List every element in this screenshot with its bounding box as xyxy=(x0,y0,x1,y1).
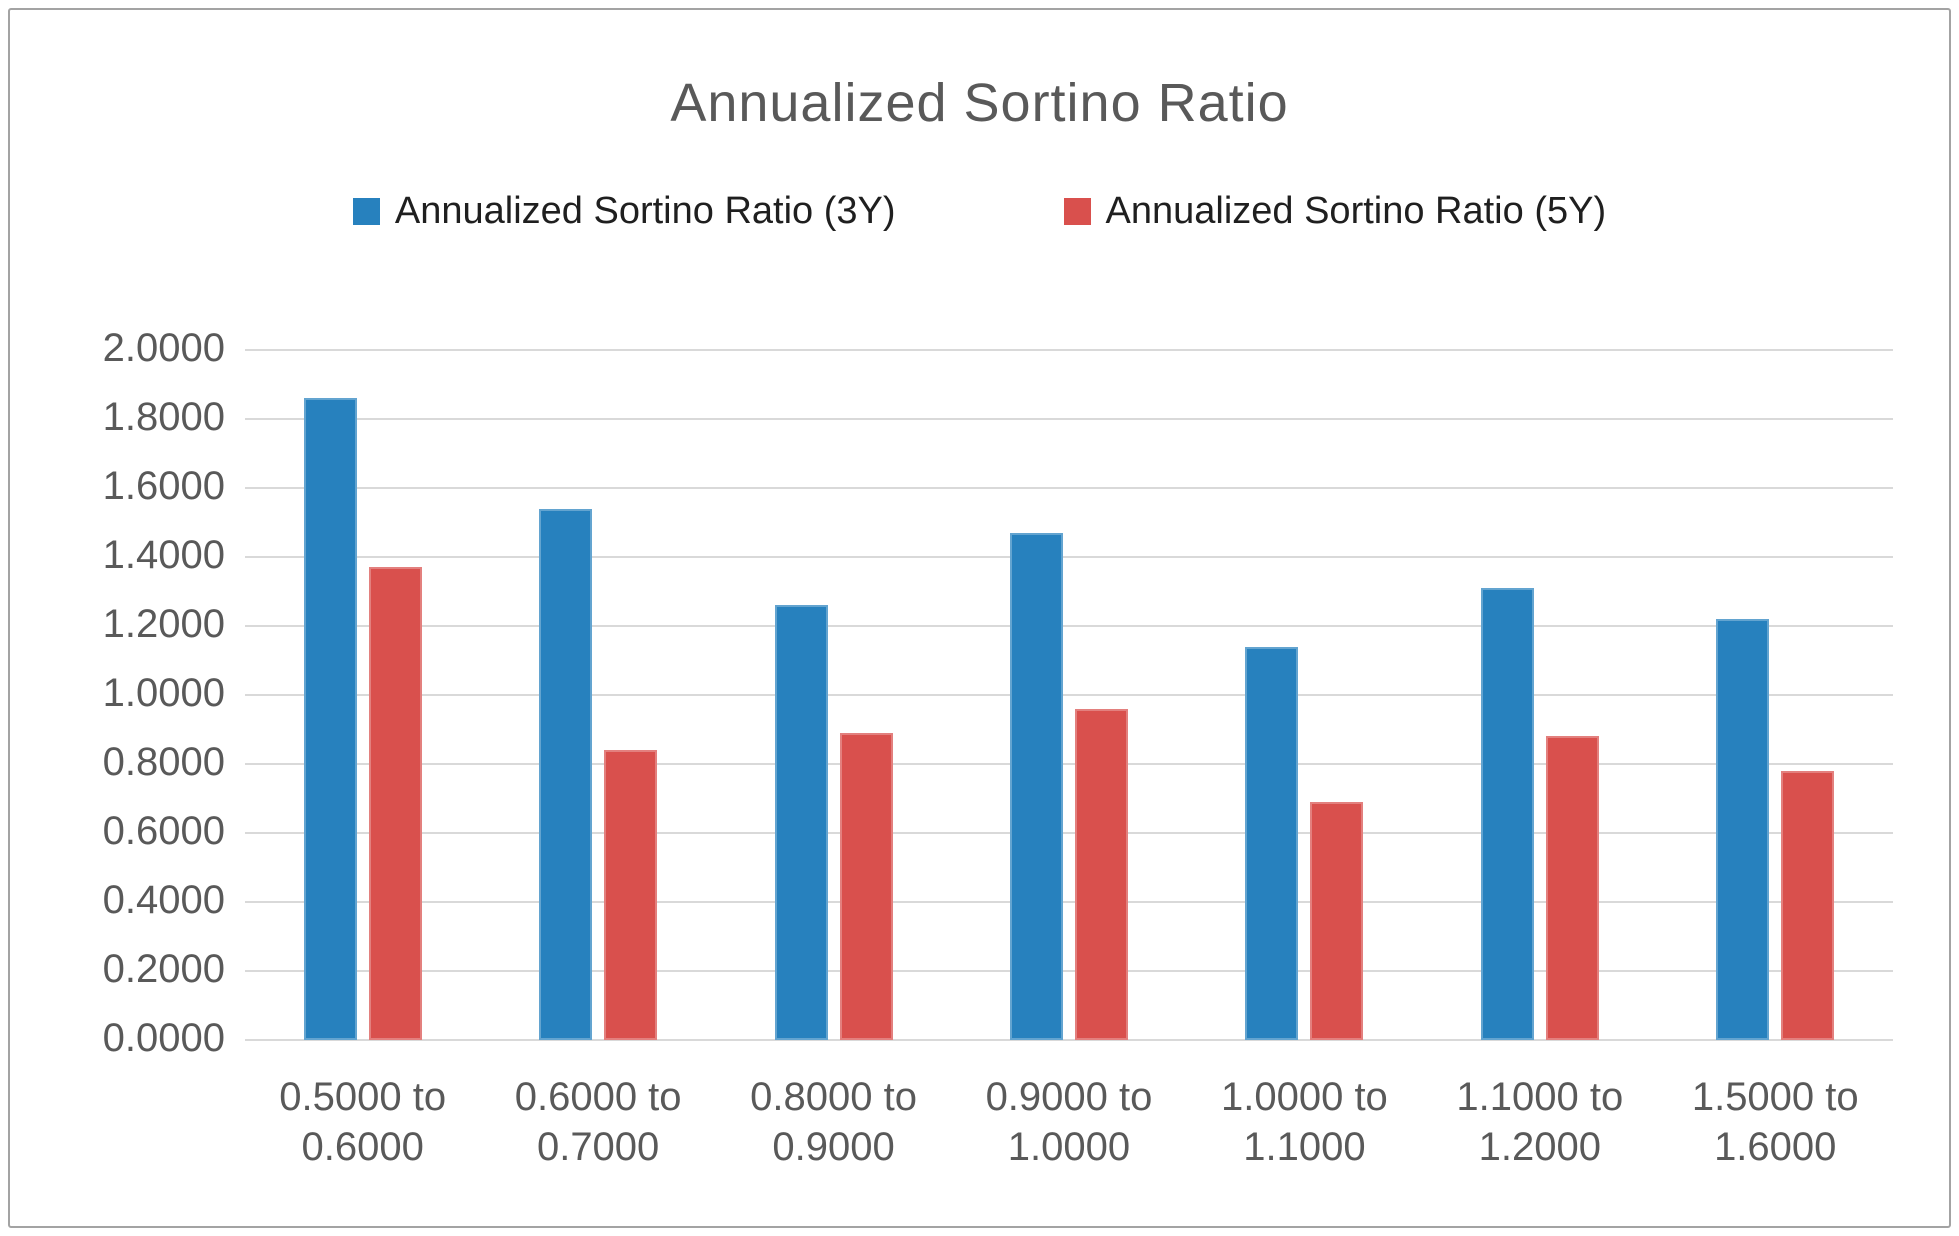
x-axis-category-label: 0.5000 to 0.6000 xyxy=(245,1072,480,1172)
bar-group xyxy=(1187,646,1422,1040)
bar-3y xyxy=(539,508,593,1040)
y-axis-tick-label: 1.2000 xyxy=(102,602,225,646)
bar-3y xyxy=(1245,646,1299,1040)
y-axis-tick-label: 0.2000 xyxy=(102,947,225,991)
gridline xyxy=(245,556,1893,558)
plot-area: 2.0000 1.8000 1.6000 1.4000 1.2000 1.0000 0.80… xyxy=(103,326,1893,1060)
bar-groups xyxy=(245,350,1893,1040)
y-axis-tick-label: 0.8000 xyxy=(102,740,225,784)
legend-item-5y: Annualized Sortino Ratio (5Y) xyxy=(1063,190,1607,233)
x-axis-label-line: 1.0000 to xyxy=(1220,1075,1388,1119)
bar-3y xyxy=(1716,619,1770,1040)
x-axis-label-line: 1.1000 to xyxy=(1456,1075,1624,1119)
y-axis-tick-label: 2.0000 xyxy=(102,326,225,370)
bar-group xyxy=(245,398,480,1040)
x-axis-label-line: 1.5000 to xyxy=(1691,1075,1859,1119)
gridline xyxy=(245,487,1893,489)
x-axis-category-label: 0.9000 to 1.0000 xyxy=(951,1072,1186,1172)
y-axis-tick-label: 0.4000 xyxy=(102,878,225,922)
bar-5y xyxy=(1074,708,1128,1040)
x-axis-label-line: 0.9000 xyxy=(772,1125,895,1169)
x-axis-label-line: 0.5000 to xyxy=(279,1075,447,1119)
chart-frame: Annualized Sortino Ratio Annualized Sort… xyxy=(8,8,1951,1228)
legend-swatch-icon xyxy=(352,198,380,225)
y-axis-tick-label: 1.8000 xyxy=(102,395,225,439)
legend-label: Annualized Sortino Ratio (5Y) xyxy=(1105,190,1607,232)
bar-3y xyxy=(303,398,357,1040)
bar-group xyxy=(1658,619,1893,1040)
bar-5y xyxy=(1310,801,1364,1040)
gridline xyxy=(245,418,1893,420)
bar-5y xyxy=(839,732,893,1040)
x-axis-label-line: 1.6000 xyxy=(1714,1125,1837,1169)
x-axis-category-label: 1.1000 to 1.2000 xyxy=(1422,1072,1657,1172)
legend-label: Annualized Sortino Ratio (3Y) xyxy=(394,190,896,232)
bar-group xyxy=(1422,588,1657,1040)
y-axis-tick-label: 0.6000 xyxy=(102,809,225,853)
y-axis-tick-label: 1.6000 xyxy=(102,464,225,508)
x-axis-category-label: 1.5000 to 1.6000 xyxy=(1658,1072,1893,1172)
gridline xyxy=(245,763,1893,765)
x-axis-label-line: 0.7000 xyxy=(536,1125,660,1169)
x-axis-label-line: 0.6000 to xyxy=(514,1075,682,1119)
legend-item-3y: Annualized Sortino Ratio (3Y) xyxy=(352,190,896,233)
bar-3y xyxy=(1480,588,1534,1040)
y-axis-tick-label: 1.4000 xyxy=(102,533,225,577)
bar-5y xyxy=(604,750,658,1040)
gridline xyxy=(245,625,1893,627)
x-axis-category-label: 1.0000 to 1.1000 xyxy=(1187,1072,1422,1172)
gridline xyxy=(245,832,1893,834)
gridline xyxy=(245,694,1893,696)
x-axis-category-label: 0.8000 to 0.9000 xyxy=(716,1072,951,1172)
bar-group xyxy=(716,605,951,1040)
legend-swatch-icon xyxy=(1063,198,1091,225)
bar-group xyxy=(480,508,715,1040)
x-axis-label-line: 0.8000 to xyxy=(750,1075,917,1119)
gridline xyxy=(245,970,1893,972)
bar-group xyxy=(951,532,1186,1040)
x-axis-label-line: 1.1000 xyxy=(1243,1125,1366,1169)
gridline xyxy=(245,901,1893,903)
gridline xyxy=(245,349,1893,351)
bar-3y xyxy=(774,605,828,1040)
x-axis-category-label: 0.6000 to 0.7000 xyxy=(480,1072,715,1172)
bar-3y xyxy=(1009,532,1063,1040)
bar-5y xyxy=(1781,770,1835,1040)
x-axis-label-line: 1.0000 xyxy=(1007,1125,1131,1169)
x-axis-label-line: 0.6000 xyxy=(301,1125,424,1169)
x-axis-labels: 0.5000 to 0.6000 0.6000 to 0.7000 0.8000 to 0… xyxy=(245,1072,1893,1172)
chart-title: Annualized Sortino Ratio xyxy=(670,73,1289,133)
x-axis-label-line: 0.9000 to xyxy=(985,1075,1153,1119)
x-axis-label-line: 1.2000 xyxy=(1478,1125,1601,1169)
bar-5y xyxy=(1545,736,1599,1040)
y-axis-tick-label: 1.0000 xyxy=(102,671,225,715)
gridline xyxy=(245,1039,1893,1041)
y-axis-tick-label: 0.0000 xyxy=(102,1016,225,1060)
bar-5y xyxy=(368,567,422,1040)
legend: Annualized Sortino Ratio (3Y) Annualized … xyxy=(10,190,1949,233)
